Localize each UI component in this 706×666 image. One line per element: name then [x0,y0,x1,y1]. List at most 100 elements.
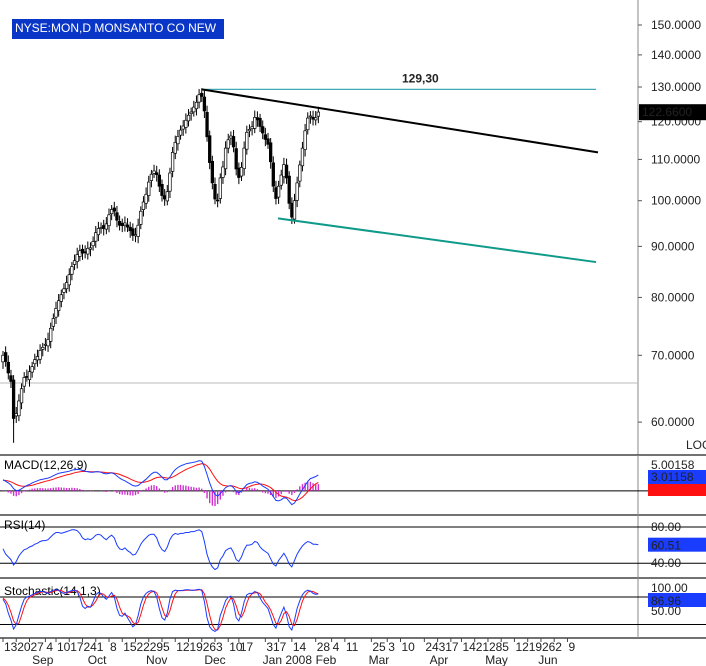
candle-body [266,138,270,145]
month-label: Sep [32,653,54,666]
candle-body [168,172,172,192]
rsi-panel: RSI(14) 80.00 40.00 60.51 [0,518,706,571]
candle-body [59,294,63,302]
candle-body [274,187,278,199]
candle-body [245,131,249,150]
candle-body [314,117,318,121]
candle-body [181,125,185,130]
rsi-value-label: 60.51 [651,539,681,553]
date-tick-label: 20 [17,640,31,654]
symbol-title-box [12,19,224,39]
candle-body [223,147,228,170]
date-tick-label: 28 [489,640,503,654]
candle-body [56,300,61,312]
date-tick-label: 1 [97,640,104,654]
date-tick-label: 5 [163,640,170,654]
candle-body [112,207,116,212]
candle-body [253,117,257,129]
candle-body [170,152,175,172]
candle-body [147,181,151,196]
month-label: Mar [369,653,390,666]
rsi-line [2,529,319,571]
price-tick-label: 130.0000 [651,80,701,94]
macd-top-label: 5.00158 [651,458,695,472]
candle-body [255,117,260,121]
candle-body [9,375,13,382]
candle-body [269,142,273,163]
candle-body [295,182,299,201]
price-tick-label: 150.0000 [651,18,701,32]
rsi-title: RSI(14) [4,518,45,532]
candle-body [186,114,191,122]
month-label: May [485,653,508,666]
stochastic-value-label: 86.96 [651,594,681,608]
candle-body [33,359,37,365]
candle-body [213,184,217,200]
candle-body [107,214,111,227]
date-tick-label: 26 [542,640,556,654]
candle-body [250,126,254,130]
candle-body [141,201,146,210]
candle-body [200,92,204,97]
rsi-value-tag [648,537,706,552]
candle-body [157,174,162,187]
macd-line [2,460,319,506]
date-tick-label: 3 [388,640,395,654]
last-price-label: 122.6600 [642,105,692,119]
price-tick-label: 80.0000 [651,290,695,304]
date-tick-label: 4 [46,640,53,654]
candle-body [104,223,109,230]
candle-body [144,193,148,204]
date-tick-label: 17 [240,640,254,654]
date-tick-label: 8 [110,640,117,654]
candle-body [276,185,281,198]
candle-body [30,366,34,373]
candle-body [43,343,48,346]
candle-body [163,195,167,200]
chart-frame [0,0,706,639]
date-tick-label: 9 [568,640,575,654]
candle-body [231,136,236,148]
price-tick-label: 90.0000 [651,239,695,253]
candle-body [3,352,8,362]
candle-body [237,167,241,178]
candle-body [125,224,130,228]
candle-body [194,101,199,110]
candle-body [51,318,55,327]
price-tick-label: 100.0000 [651,194,701,208]
date-tick-label: 22 [137,640,151,654]
stochastic-k-line [2,588,319,632]
candle-body [216,199,220,202]
stochastic-tick-label: 50.00 [651,604,681,618]
support-trendline [277,217,597,264]
candle-body [136,224,140,237]
date-tick-label: 10 [402,640,416,654]
date-tick-label: 12 [176,640,190,654]
date-tick-label: 10 [57,640,71,654]
candle-body [102,225,106,229]
date-tick-label: 14 [293,640,307,654]
date-tick-label: 24 [84,640,98,654]
date-tick-label: 21 [476,640,490,654]
candle-body [261,126,265,134]
candle-body [271,162,275,187]
candle-body [316,111,320,117]
candle-body [46,339,50,347]
candle-body [210,160,215,184]
candle-body [123,222,127,226]
candle-body [94,232,98,242]
candle-body [263,134,267,140]
candle-body [27,371,32,381]
candle-body [149,173,154,181]
price-tick-label: 110.0000 [651,152,700,166]
candle-body [205,112,209,138]
candle-body [115,212,119,221]
price-tick-label: 70.0000 [651,348,695,362]
candle-body [218,177,222,199]
last-price-tag [639,104,706,121]
date-tick-label: 26 [203,640,217,654]
candle-body [133,234,138,237]
candle-body [229,135,233,139]
